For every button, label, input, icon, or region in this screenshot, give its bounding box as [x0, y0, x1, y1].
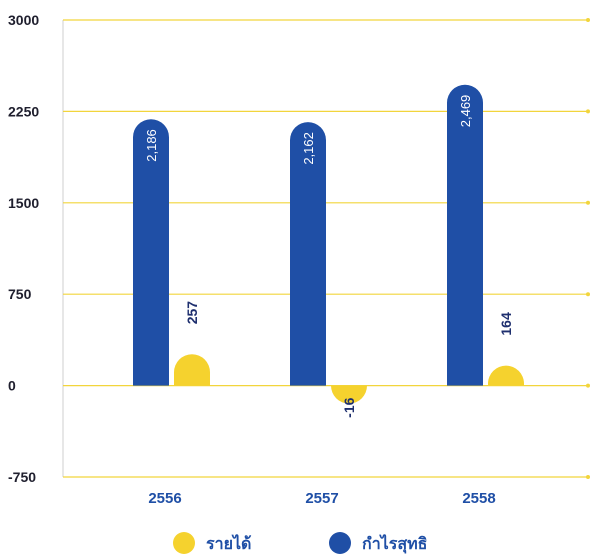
bar-revenue [488, 365, 524, 386]
data-label-revenue: 257 [184, 301, 200, 325]
x-tick-label: 2556 [148, 490, 181, 507]
bar-net-profit [447, 84, 483, 386]
gridline-end-dot [586, 109, 590, 114]
gridline-end-dot [586, 200, 590, 205]
data-label-net-profit: 2,162 [301, 132, 316, 165]
y-tick-label: -750 [8, 469, 36, 485]
legend-marker [329, 532, 351, 554]
y-tick-label: 3000 [8, 12, 39, 28]
gridline-end-dot [586, 292, 590, 297]
x-tick-label: 2558 [462, 490, 495, 507]
x-tick-label: 2557 [305, 490, 338, 507]
data-label-revenue: 164 [498, 312, 514, 336]
bar-revenue [174, 354, 210, 386]
y-tick-label: 2250 [8, 103, 39, 119]
gridline-end-dot [586, 383, 590, 388]
gridline-end-dot [586, 475, 590, 479]
y-tick-label: 750 [8, 286, 32, 302]
gridline-end-dot [586, 18, 590, 22]
legend-label: รายได้ [206, 534, 251, 553]
y-tick-label: 1500 [8, 195, 39, 211]
bar-net-profit [290, 122, 326, 386]
data-label-net-profit: 2,469 [458, 95, 473, 128]
bar-revenue [331, 385, 367, 404]
data-label-net-profit: 2,186 [144, 129, 159, 162]
bar-net-profit [133, 119, 169, 386]
legend-label: กำไรสุทธิ [362, 534, 427, 554]
legend-marker [173, 532, 195, 554]
data-label-revenue: -16 [341, 397, 357, 417]
y-tick-label: 0 [8, 378, 16, 394]
